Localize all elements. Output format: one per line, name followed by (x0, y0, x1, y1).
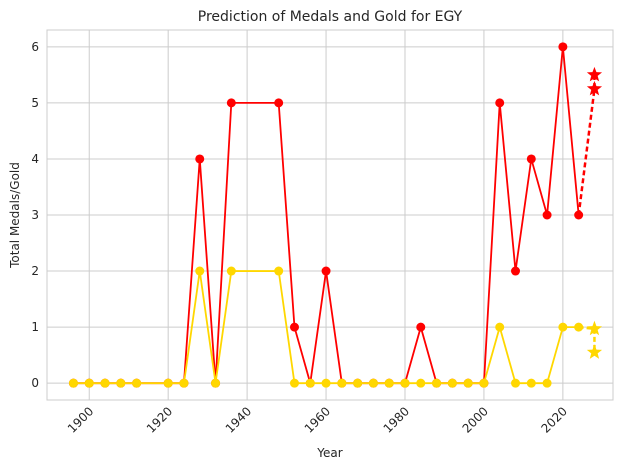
series-layer (68, 42, 603, 388)
data-point (353, 378, 363, 388)
data-point (179, 378, 189, 388)
data-point (289, 378, 299, 388)
data-point (274, 266, 284, 276)
data-point (526, 378, 536, 388)
data-point (368, 378, 378, 388)
data-point (337, 378, 347, 388)
y-tick-label: 2 (31, 264, 39, 278)
data-point (495, 322, 505, 332)
data-point (542, 378, 552, 388)
data-point (384, 378, 394, 388)
data-point (511, 378, 521, 388)
data-point (100, 378, 110, 388)
x-tick-label: 1920 (144, 404, 175, 435)
data-point (195, 266, 205, 276)
x-tick-label: 1960 (302, 404, 333, 435)
plot-frame (46, 29, 614, 401)
y-axis-label: Total Medals/Gold (8, 162, 22, 269)
data-point (274, 98, 284, 108)
prediction-star (586, 320, 603, 336)
data-point (226, 266, 236, 276)
x-axis-label: Year (316, 446, 342, 460)
x-tick-label: 2020 (538, 404, 569, 435)
data-point (447, 378, 457, 388)
x-tick-label: 1940 (223, 404, 254, 435)
prediction-star (586, 344, 603, 359)
y-tick-label: 6 (31, 40, 39, 54)
data-point (432, 378, 442, 388)
y-tick-label: 0 (31, 376, 39, 390)
y-tick-label: 3 (31, 208, 39, 222)
data-point (416, 378, 426, 388)
y-tick-label: 5 (31, 96, 39, 110)
y-tick-label: 1 (31, 320, 39, 334)
data-point (68, 378, 78, 388)
x-tick-label: 1900 (65, 404, 96, 435)
chart-title: Prediction of Medals and Gold for EGY (198, 9, 463, 25)
y-tick-label: 4 (31, 152, 39, 166)
prediction-star (586, 66, 603, 82)
grid-layer (47, 30, 613, 400)
data-point (542, 210, 552, 220)
data-point (463, 378, 473, 388)
data-point (211, 378, 221, 388)
data-point (289, 322, 299, 332)
prediction-star (586, 80, 603, 96)
x-tick-label: 2000 (460, 404, 491, 435)
data-point (511, 266, 521, 276)
data-point (132, 378, 142, 388)
data-point (321, 266, 331, 276)
data-point (116, 378, 126, 388)
data-point (305, 378, 315, 388)
data-point (321, 378, 331, 388)
data-point (526, 154, 536, 164)
data-point (558, 42, 568, 52)
prediction-line (577, 74, 596, 216)
data-point (416, 322, 426, 332)
data-point (226, 98, 236, 108)
x-tick-label: 1980 (381, 404, 412, 435)
data-point (163, 378, 173, 388)
data-point (479, 378, 489, 388)
data-point (495, 98, 505, 108)
data-point (84, 378, 94, 388)
tick-layer: 1900 1920 1940 1960 1980 2000 2020 0 1 2 3 4 5 6 (31, 40, 570, 436)
series-line (73, 270, 579, 385)
data-point (195, 154, 205, 164)
data-point (558, 322, 568, 332)
data-point (400, 378, 410, 388)
